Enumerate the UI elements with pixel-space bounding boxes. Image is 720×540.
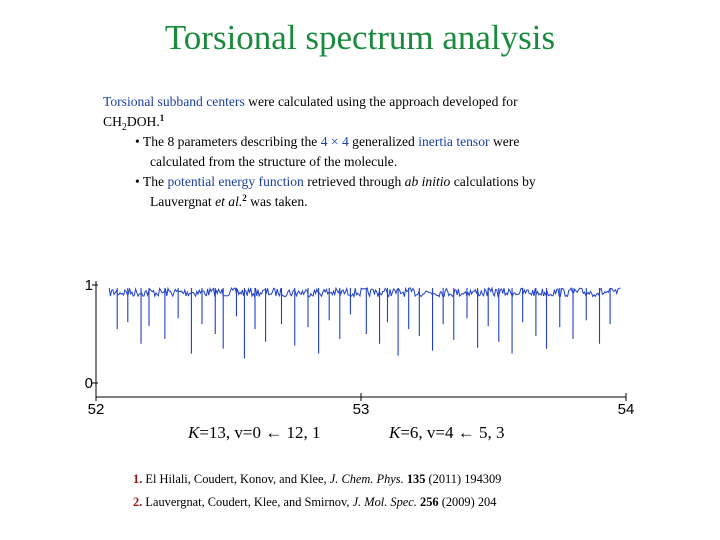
slide-title: Torsional spectrum analysis <box>164 18 556 57</box>
chart-ticks: 52 53 54 0 1 <box>85 277 635 418</box>
bullet-1-dims: 4 × 4 <box>320 134 349 149</box>
bullet-2-cont-pre: Lauvergnat <box>150 194 216 209</box>
bullet-2-mid: retrieved through <box>303 174 405 189</box>
y-tick-label: 1 <box>85 277 93 294</box>
annotation-1-text: =13, v=0 ← 12, 1 <box>199 423 321 442</box>
intro-text: were calculated using the approach devel… <box>244 94 518 109</box>
bullet-1-pre: The 8 parameters describing the <box>139 134 321 149</box>
x-tick-label: 52 <box>88 401 105 418</box>
formula-ch: CH <box>103 114 122 129</box>
bullet-marker: • <box>135 134 140 149</box>
annotation-2-k: K <box>389 423 401 442</box>
bullet-2-italic: ab initio <box>404 174 451 189</box>
ref-mark-1: 1 <box>159 113 165 123</box>
body-text: Torsional subband centers were calculate… <box>103 92 623 212</box>
bullet-marker: • <box>135 174 140 189</box>
intro-line: Torsional subband centers were calculate… <box>103 92 623 112</box>
x-tick-label: 53 <box>353 401 370 418</box>
reference-2: 2. Lauvergnat, Coudert, Klee, and Smirno… <box>133 491 501 514</box>
bullet-2-highlight: potential energy function <box>167 174 304 189</box>
reference-1-rest: (2011) 194309 <box>425 472 502 486</box>
reference-1-authors: El Hilali, Coudert, Konov, and Klee, <box>145 472 330 486</box>
reference-2-rest: (2009) 204 <box>438 495 497 509</box>
bullet-1-highlight: inertia tensor <box>418 134 490 149</box>
reference-1: 1. El Hilali, Coudert, Konov, and Klee, … <box>133 468 501 491</box>
x-tick-label: 54 <box>618 401 635 418</box>
bullet-1-cont: calculated from the structure of the mol… <box>150 154 398 169</box>
reference-2-authors: Lauvergnat, Coudert, Klee, and Smirnov, <box>145 495 353 509</box>
bullet-2-pre: The <box>139 174 168 189</box>
formula-rest: DOH. <box>126 114 160 129</box>
ref-mark-2: 2 <box>242 193 247 203</box>
references: 1. El Hilali, Coudert, Konov, and Klee, … <box>133 468 501 514</box>
bullet-1-mid: generalized <box>348 134 419 149</box>
reference-1-journal: J. Chem. Phys. <box>329 472 404 486</box>
bullet-2: • The potential energy function retrieve… <box>103 172 623 192</box>
annotation-1: K=13, v=0 ← 12, 1 <box>188 423 321 443</box>
bullet-2-cont: Lauvergnat et al.2 was taken. <box>103 192 623 212</box>
reference-2-vol: 256 <box>420 495 439 509</box>
bullet-1: • The 8 parameters describing the 4 × 4 … <box>103 132 623 152</box>
formula-line: CH2DOH.1 <box>103 112 623 133</box>
reference-1-num: 1. <box>133 472 143 486</box>
bullet-2-post: calculations by <box>450 174 536 189</box>
annotation-2-text: =6, v=4 ← 5, 3 <box>400 423 505 442</box>
annotation-2: K=6, v=4 ← 5, 3 <box>389 423 505 443</box>
formula-subscript: 2 <box>121 122 127 133</box>
reference-1-vol: 135 <box>406 472 426 486</box>
reference-2-num: 2. <box>133 495 143 509</box>
spectrum-line <box>108 286 621 299</box>
bullet-2-cont-post: was taken. <box>246 194 308 209</box>
bullet-1-post: were <box>489 134 520 149</box>
intro-highlight: Torsional subband centers <box>103 94 245 109</box>
annotation-1-k: K <box>188 423 200 442</box>
reference-2-journal: J. Mol. Spec. <box>352 495 417 509</box>
bullet-2-cont-italic: et al. <box>215 194 243 209</box>
chart-lines <box>108 286 621 359</box>
y-tick-label: 0 <box>85 375 93 392</box>
